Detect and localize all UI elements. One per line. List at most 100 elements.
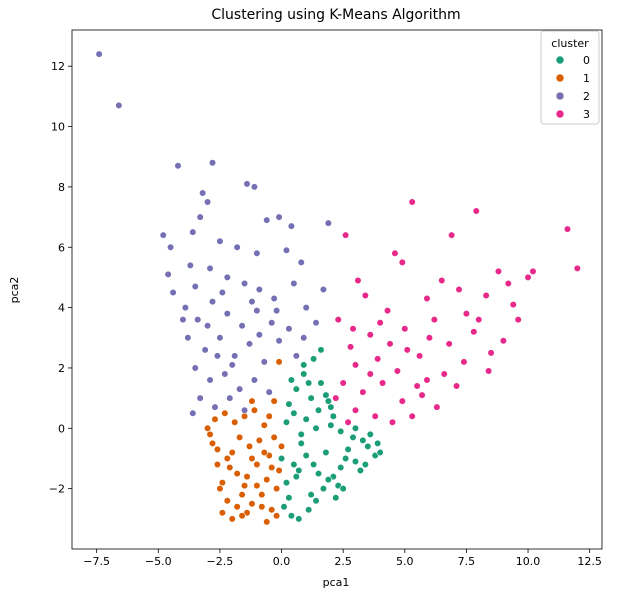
series-2 (95, 50, 332, 417)
data-point (245, 442, 254, 451)
data-point (265, 388, 273, 396)
data-point (221, 409, 229, 417)
data-point (472, 207, 480, 215)
x-tick-label: 12.5 (577, 555, 602, 568)
data-point (415, 352, 424, 360)
data-point (339, 379, 347, 387)
data-point (238, 491, 246, 499)
data-point (191, 282, 199, 291)
data-point (351, 457, 360, 466)
data-point (282, 418, 291, 426)
data-point (509, 300, 517, 309)
legend-label: 0 (583, 54, 590, 67)
data-point (386, 340, 394, 348)
series-1 (203, 358, 286, 526)
data-point (250, 406, 259, 414)
data-point (248, 297, 256, 306)
data-point (159, 231, 167, 239)
data-point (317, 379, 325, 387)
data-point (448, 231, 456, 239)
data-point (371, 412, 379, 420)
data-point (228, 515, 236, 523)
data-point (184, 334, 192, 342)
data-point (167, 243, 175, 251)
data-point (393, 367, 401, 375)
data-point (199, 189, 207, 197)
y-tick-label: 4 (58, 302, 65, 315)
data-point (258, 491, 266, 499)
data-point (418, 391, 426, 399)
x-axis-label: pca1 (323, 576, 350, 589)
data-point (228, 448, 236, 457)
data-point (391, 249, 399, 257)
data-point (354, 276, 362, 285)
y-tick-label: 0 (58, 422, 65, 435)
data-point (292, 352, 300, 360)
data-point (376, 319, 384, 327)
data-point (282, 479, 291, 487)
data-point (327, 421, 335, 429)
data-point (563, 225, 572, 233)
data-point (359, 388, 367, 396)
data-point (275, 213, 283, 221)
data-point (494, 267, 503, 275)
data-point (270, 397, 278, 405)
data-point (470, 328, 478, 336)
data-point (342, 454, 350, 463)
data-point (174, 162, 182, 170)
data-point (216, 485, 224, 493)
data-point (181, 304, 189, 312)
data-point (287, 512, 295, 520)
data-point (295, 515, 303, 523)
data-point (376, 448, 384, 457)
data-point (258, 503, 266, 511)
data-point (445, 340, 453, 348)
legend-title: cluster (551, 37, 589, 50)
x-tick-label: 7.5 (458, 555, 476, 568)
data-point (216, 237, 224, 245)
data-point (189, 409, 197, 417)
data-point (324, 219, 332, 227)
y-tick-label: 6 (58, 241, 65, 254)
data-point (236, 433, 244, 441)
scatter-points (95, 50, 581, 526)
x-tick-label: −5.0 (145, 555, 172, 568)
y-tick-label: −2 (49, 483, 65, 496)
data-point (226, 463, 234, 472)
data-point (438, 276, 446, 285)
data-point (226, 394, 234, 402)
data-point (233, 469, 241, 478)
data-point (275, 466, 283, 475)
data-point (319, 485, 328, 493)
data-point (115, 101, 123, 110)
legend-label: 3 (583, 108, 590, 121)
legend-marker (555, 55, 565, 65)
data-point (383, 307, 392, 315)
data-point (263, 475, 271, 484)
data-point (332, 494, 340, 502)
data-point (208, 159, 217, 167)
data-point (203, 424, 212, 432)
y-tick-label: 12 (51, 60, 65, 73)
data-point (250, 376, 259, 384)
data-point (344, 445, 352, 454)
data-point (342, 231, 350, 239)
data-point (374, 439, 382, 447)
data-point (223, 454, 231, 463)
data-point (260, 358, 268, 366)
data-point (189, 228, 197, 236)
data-point (351, 361, 360, 369)
data-point (218, 479, 226, 487)
data-point (248, 397, 256, 405)
data-point (366, 331, 374, 339)
y-tick-label: 10 (51, 121, 65, 134)
y-axis: −2 0 2 4 6 8 10 12 (49, 60, 72, 496)
data-point (366, 430, 374, 438)
data-point (312, 424, 320, 432)
data-point (314, 469, 323, 478)
data-point (218, 509, 226, 517)
data-point (194, 316, 202, 324)
data-point (302, 451, 310, 460)
data-point (206, 430, 214, 438)
data-point (300, 370, 308, 378)
